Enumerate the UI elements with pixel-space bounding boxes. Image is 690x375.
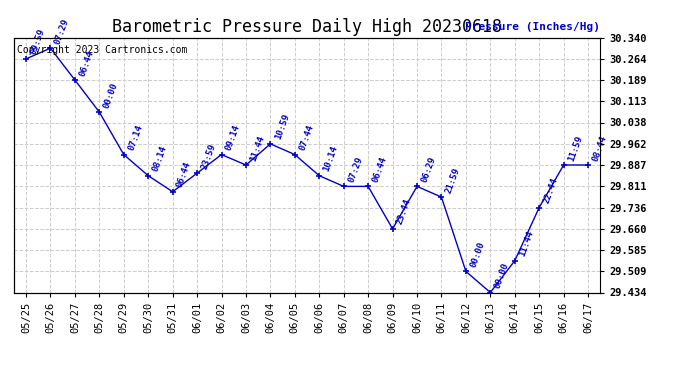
Text: 06:44: 06:44 (371, 155, 388, 184)
Text: 06:29: 06:29 (420, 155, 437, 184)
Text: 07:29: 07:29 (346, 155, 364, 184)
Text: 22:44: 22:44 (542, 176, 560, 205)
Title: Barometric Pressure Daily High 20230618: Barometric Pressure Daily High 20230618 (112, 18, 502, 36)
Text: 00:00: 00:00 (102, 81, 120, 109)
Text: 11:44: 11:44 (248, 134, 266, 162)
Text: 00:00: 00:00 (493, 261, 511, 290)
Text: 11:59: 11:59 (566, 134, 584, 162)
Text: Copyright 2023 Cartronics.com: Copyright 2023 Cartronics.com (17, 45, 187, 55)
Text: 11:44: 11:44 (518, 230, 535, 258)
Text: 00:00: 00:00 (469, 240, 486, 268)
Text: 23:59: 23:59 (200, 142, 217, 170)
Text: 07:29: 07:29 (53, 17, 71, 45)
Text: 09:59: 09:59 (29, 28, 46, 56)
Text: 23:44: 23:44 (395, 198, 413, 226)
Text: 08:14: 08:14 (151, 145, 168, 173)
Text: 07:44: 07:44 (297, 123, 315, 152)
Text: 09:14: 09:14 (224, 123, 242, 152)
Text: 07:14: 07:14 (126, 123, 144, 152)
Text: 08:44: 08:44 (591, 134, 609, 162)
Text: Pressure (Inches/Hg): Pressure (Inches/Hg) (465, 22, 600, 32)
Text: 10:59: 10:59 (273, 113, 290, 141)
Text: 06:44: 06:44 (175, 160, 193, 189)
Text: 21:59: 21:59 (444, 166, 462, 194)
Text: 06:44: 06:44 (78, 49, 95, 77)
Text: 10:14: 10:14 (322, 145, 339, 173)
